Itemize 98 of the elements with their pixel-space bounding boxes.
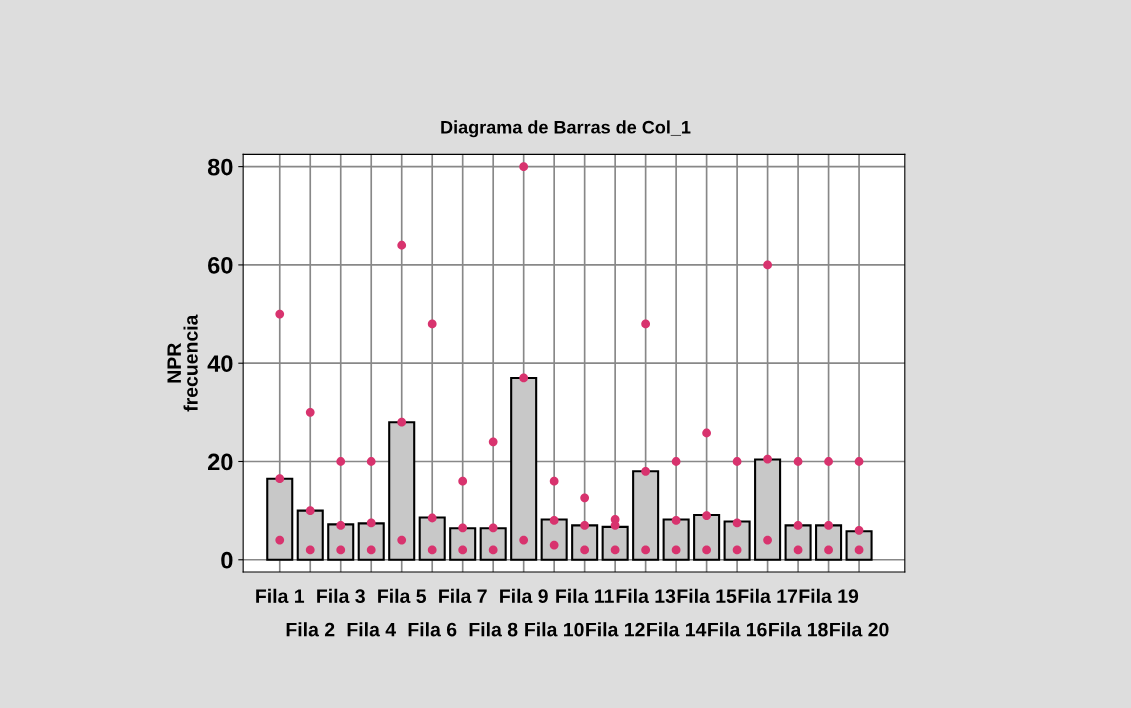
point [671, 545, 681, 555]
point [397, 535, 407, 545]
x-tick-label: Fila 11 [556, 588, 614, 604]
point [275, 535, 285, 545]
x-tick-label: Fila 18 [769, 622, 828, 637]
point [549, 516, 559, 525]
point [336, 457, 346, 466]
point [549, 476, 559, 486]
point [366, 457, 376, 466]
point [702, 428, 712, 438]
x-tick-label: Fila 10 [525, 622, 584, 637]
point [854, 525, 864, 535]
point [458, 523, 468, 533]
point [305, 545, 315, 555]
x-tick-label: Fila 1 [256, 588, 305, 604]
y-tick-label: 80 [207, 158, 233, 176]
x-tick-label: Fila 4 [347, 622, 396, 637]
point [732, 545, 742, 555]
bar [510, 376, 538, 561]
point [336, 520, 346, 530]
point [793, 457, 803, 466]
chart-title: Diagrama de Barras de Col_1 [441, 120, 691, 138]
point [488, 523, 498, 533]
point [580, 520, 590, 530]
point [336, 545, 346, 555]
point [549, 540, 559, 550]
x-tick-label: Fila 13 [616, 588, 676, 604]
point [824, 545, 833, 555]
x-tick-label: Fila 17 [738, 588, 798, 604]
point [427, 319, 437, 329]
x-tick-label: Fila 14 [647, 622, 707, 637]
point [824, 457, 833, 466]
point [427, 545, 437, 555]
point [275, 309, 285, 319]
x-tick-label: Fila 20 [830, 622, 889, 637]
x-tick-label: Fila 3 [317, 588, 365, 604]
point [641, 466, 651, 476]
bar [540, 518, 568, 561]
point [519, 162, 529, 172]
point [671, 457, 681, 466]
bar [357, 522, 385, 561]
point [702, 511, 712, 520]
bar [266, 477, 294, 561]
bar [418, 516, 446, 561]
point [610, 545, 620, 555]
point [458, 545, 468, 555]
x-tick-label: Fila 8 [469, 622, 518, 637]
bar [662, 518, 690, 561]
point [732, 518, 742, 528]
point [397, 240, 407, 250]
x-tick-label: Fila 6 [408, 622, 457, 637]
point [366, 518, 376, 528]
point [580, 493, 590, 503]
y-tick-label: 0 [221, 551, 233, 569]
point [763, 454, 772, 464]
x-tick-label: Fila 16 [708, 622, 767, 637]
point [763, 535, 772, 545]
point [763, 260, 772, 270]
bar [632, 470, 660, 561]
point [488, 545, 498, 555]
point [702, 545, 712, 555]
bar [601, 525, 629, 561]
y-tick-label: 60 [208, 256, 233, 274]
x-tick-label: Fila 19 [799, 588, 859, 604]
x-tick-label: Fila 12 [586, 622, 645, 637]
point [641, 319, 651, 329]
x-tick-label: Fila 2 [286, 622, 335, 637]
x-tick-label: Fila 7 [439, 588, 487, 604]
point [458, 476, 468, 486]
x-tick-label: Fila 5 [378, 588, 427, 604]
x-tick-label: Fila 9 [500, 588, 548, 604]
bar [296, 509, 324, 561]
point [641, 545, 651, 555]
point [580, 545, 590, 555]
point [824, 520, 833, 530]
bar [723, 520, 751, 561]
point [305, 407, 315, 417]
point [275, 474, 285, 484]
bar [754, 458, 782, 561]
bar [784, 524, 812, 561]
x-tick-label: Fila 15 [677, 588, 737, 604]
point [519, 373, 529, 383]
point [366, 545, 376, 555]
point [732, 457, 742, 466]
bar [388, 421, 416, 561]
point [488, 437, 498, 447]
point [397, 417, 407, 427]
bar [693, 514, 721, 561]
point [671, 516, 681, 525]
point [793, 545, 803, 555]
y-tick-label: 20 [208, 453, 233, 471]
point [854, 457, 864, 466]
y-axis-title: NPR frecuencia [167, 314, 198, 412]
point [427, 513, 437, 523]
point [793, 520, 803, 530]
point [519, 535, 529, 545]
y-tick-label: 40 [207, 355, 233, 372]
point [305, 506, 315, 516]
